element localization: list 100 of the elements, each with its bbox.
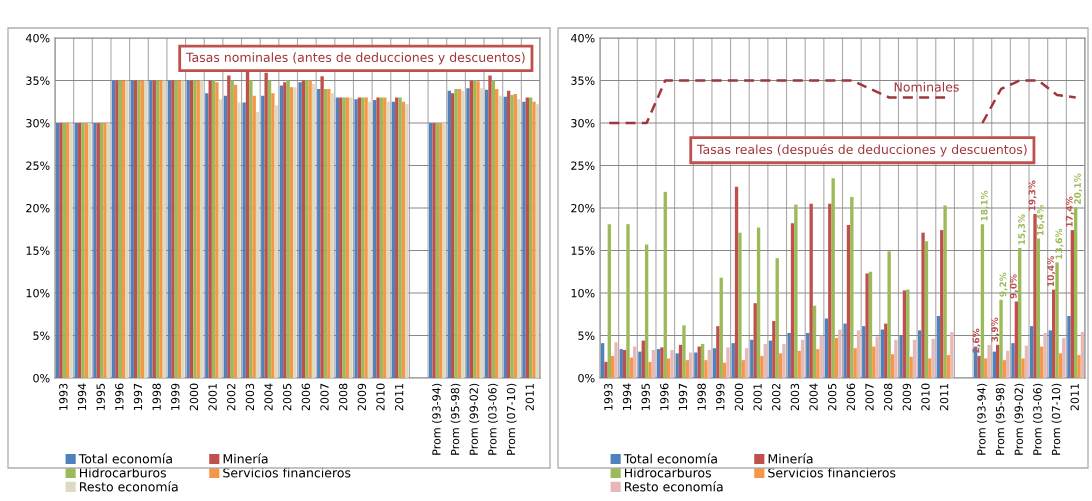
- bar: [666, 358, 671, 378]
- data-label: 13,6%: [1055, 228, 1064, 259]
- bar: [1077, 355, 1081, 378]
- bar: [772, 321, 776, 378]
- bar: [741, 360, 745, 378]
- bar: [738, 232, 742, 378]
- data-label: 20,1%: [1074, 173, 1083, 204]
- legend-label: Minería: [768, 453, 813, 464]
- bar: [809, 203, 813, 378]
- bar: [694, 352, 698, 378]
- y-tick-label: 10%: [26, 288, 50, 298]
- legend-label: Servicios financieros: [223, 467, 351, 478]
- x-tick-label: 1996: [660, 383, 669, 410]
- x-tick-label: 2001: [753, 383, 762, 411]
- x-tick-label: 2000: [734, 383, 744, 411]
- bar: [1029, 326, 1034, 378]
- x-tick-label: 2009: [902, 383, 912, 411]
- x-tick-label: 2007: [320, 383, 329, 411]
- bar: [1043, 332, 1047, 378]
- bar: [819, 335, 823, 378]
- x-tick-label: 2004: [809, 383, 818, 411]
- x-tick-label: 1998: [152, 383, 161, 410]
- legend-label: Resto economía: [624, 481, 723, 492]
- bar: [1048, 330, 1052, 378]
- bar: [619, 349, 623, 378]
- x-tick-label: 2006: [301, 383, 311, 411]
- bar: [726, 347, 730, 378]
- bar: [899, 335, 903, 378]
- bar: [865, 273, 869, 378]
- x-tick-label: 1998: [697, 383, 706, 410]
- bar: [753, 303, 757, 378]
- y-tick-label: 0%: [33, 373, 50, 383]
- x-tick-label: 2003: [790, 383, 800, 411]
- bar: [744, 348, 749, 378]
- x-tick-label: 2010: [376, 383, 385, 411]
- bar: [648, 361, 652, 378]
- x-tick-label: 1994: [622, 383, 632, 410]
- x-tick-label: 1995: [96, 383, 105, 410]
- bar: [856, 330, 861, 378]
- legend-label: Servicios financieros: [768, 467, 896, 478]
- data-label: 9,0%: [1009, 274, 1018, 299]
- y-tick-label: 15%: [26, 246, 50, 255]
- bar: [600, 343, 605, 378]
- x-tick-label: 1996: [115, 383, 124, 410]
- y-tick-label: 35%: [26, 76, 50, 85]
- bar: [790, 223, 795, 378]
- y-tick-label: 5%: [33, 331, 50, 340]
- x-tick-label: 1993: [604, 383, 613, 410]
- y-tick-label: 30%: [571, 118, 595, 128]
- bar: [682, 325, 686, 378]
- y-tick-label: 0%: [578, 373, 595, 383]
- bar: [950, 332, 954, 378]
- bar: [902, 290, 907, 378]
- legend-label: Minería: [223, 453, 268, 464]
- x-tick-label: Prom (07-10): [1051, 383, 1062, 455]
- bar: [656, 349, 661, 378]
- bar: [984, 358, 988, 378]
- y-tick-label: 10%: [571, 288, 595, 298]
- bar: [1067, 315, 1071, 378]
- bar: [909, 356, 913, 378]
- bar: [887, 251, 891, 378]
- x-tick-label: 2011: [1070, 383, 1079, 411]
- data-label: 2,6%: [972, 328, 981, 353]
- bar: [685, 360, 689, 378]
- bar: [850, 196, 854, 378]
- series-label: Nominales: [894, 82, 959, 92]
- bar: [638, 351, 642, 378]
- data-label: 19,3%: [1028, 180, 1037, 211]
- bar: [787, 332, 791, 378]
- bar: [716, 326, 720, 378]
- bar: [1033, 213, 1037, 378]
- y-tick-label: 30%: [26, 118, 50, 128]
- bar: [928, 358, 932, 378]
- x-tick-label: 2011: [525, 383, 534, 411]
- bar: [775, 258, 779, 378]
- x-tick-label: Prom (95-98): [995, 383, 1006, 455]
- y-tick-label: 5%: [578, 331, 595, 340]
- x-tick-label: 2000: [189, 383, 199, 411]
- bar: [670, 349, 674, 378]
- x-tick-label: 2004: [264, 383, 273, 411]
- bar: [831, 178, 835, 378]
- x-tick-label: 2005: [282, 383, 292, 411]
- bar: [1002, 360, 1007, 378]
- y-tick-label: 40%: [570, 33, 595, 43]
- x-tick-label: 2011: [394, 383, 404, 411]
- x-tick-label: 1999: [171, 383, 180, 410]
- x-tick-label: 2011: [939, 383, 949, 411]
- bar: [946, 355, 951, 378]
- x-tick-label: 1999: [716, 383, 725, 410]
- bar: [760, 355, 764, 378]
- legend-label: Total economía: [78, 453, 172, 464]
- y-tick-label: 25%: [26, 161, 50, 170]
- data-label: 17,4%: [1065, 196, 1074, 227]
- y-tick-label: 35%: [571, 76, 595, 85]
- bar: [834, 338, 839, 378]
- x-tick-label: 1995: [641, 383, 650, 410]
- x-tick-label: Prom (93-94): [432, 383, 442, 455]
- y-tick-label: 15%: [571, 246, 595, 255]
- bar: [626, 224, 630, 378]
- data-label: 10,4%: [1047, 256, 1056, 287]
